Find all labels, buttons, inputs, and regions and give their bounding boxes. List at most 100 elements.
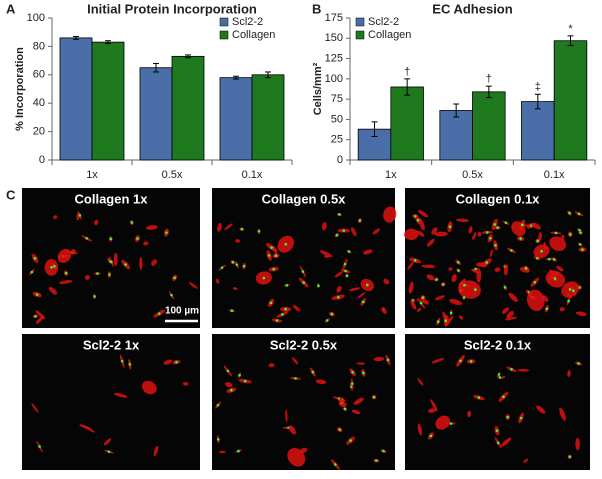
y-tick-label: 125 xyxy=(325,52,343,64)
nucleus xyxy=(335,233,339,237)
cell xyxy=(353,397,364,405)
nucleus xyxy=(108,273,111,276)
cell xyxy=(407,261,414,270)
bar xyxy=(390,86,424,161)
cell xyxy=(188,282,198,289)
cell xyxy=(383,206,397,223)
micrograph: Scl2-2 0.5x xyxy=(212,334,395,470)
nucleus xyxy=(519,416,523,420)
nucleus xyxy=(30,270,34,274)
nucleus xyxy=(343,262,347,266)
y-axis-label: Cells/mm² xyxy=(312,62,324,115)
nucleus xyxy=(35,293,39,296)
cell xyxy=(467,410,472,418)
legend-swatch xyxy=(355,30,365,40)
nucleus xyxy=(567,299,570,303)
significance-mark: ‡ xyxy=(535,81,541,93)
y-tick-label: 100 xyxy=(27,12,45,24)
cell xyxy=(300,447,308,453)
nucleus xyxy=(165,231,168,234)
nucleus xyxy=(242,264,246,268)
cell xyxy=(357,291,366,299)
nucleus xyxy=(216,403,220,407)
cell xyxy=(556,265,564,272)
significance-mark: † xyxy=(486,73,492,85)
nucleus xyxy=(372,395,376,399)
cell xyxy=(489,249,493,258)
nucleus xyxy=(577,362,580,365)
nucleus xyxy=(110,260,113,264)
cell xyxy=(404,228,419,241)
legend-label: Collagen xyxy=(368,29,411,41)
nucleus xyxy=(349,439,352,442)
cell xyxy=(430,399,438,412)
cell xyxy=(356,362,366,365)
legend-label: Scl2-2 xyxy=(232,16,263,28)
cell xyxy=(451,274,457,283)
nucleus xyxy=(284,307,287,311)
x-tick-label: 1x xyxy=(385,169,397,181)
cell xyxy=(477,231,482,237)
nucleus xyxy=(342,229,346,232)
nucleus xyxy=(421,296,425,299)
cell xyxy=(79,424,91,430)
nucleus xyxy=(493,223,497,226)
bar xyxy=(439,110,473,161)
cell xyxy=(48,286,58,295)
cell xyxy=(449,299,463,305)
cell xyxy=(94,219,99,226)
micrograph-background xyxy=(22,188,200,328)
nucleus xyxy=(578,243,582,246)
error-bar xyxy=(404,78,411,96)
error-bar xyxy=(567,35,574,47)
nucleus xyxy=(519,237,522,240)
significance-mark: * xyxy=(568,23,573,35)
y-tick-label: 60 xyxy=(33,69,45,81)
nucleus xyxy=(469,360,473,363)
nucleus xyxy=(53,265,56,268)
cell xyxy=(434,231,448,237)
significance-mark: † xyxy=(404,66,410,78)
nucleus xyxy=(334,463,337,466)
cell xyxy=(217,222,222,232)
cell xyxy=(526,289,545,311)
nucleus xyxy=(533,280,537,284)
nucleus xyxy=(226,369,230,373)
nucleus xyxy=(441,283,445,286)
cell xyxy=(114,392,128,398)
nucleus xyxy=(240,227,244,231)
cell xyxy=(502,307,510,314)
cell xyxy=(428,408,436,413)
cell xyxy=(350,227,357,237)
nucleus xyxy=(462,296,466,299)
micrograph-label: Scl2-2 0.1x xyxy=(464,337,532,352)
nucleus xyxy=(93,295,96,298)
y-tick-label: 40 xyxy=(33,97,45,109)
nucleus xyxy=(510,249,513,252)
cell xyxy=(459,315,464,320)
y-tick-label: 25 xyxy=(331,134,343,146)
nucleus xyxy=(474,288,477,291)
nucleus xyxy=(262,276,266,280)
nucleus xyxy=(504,221,508,225)
error-bar xyxy=(265,71,271,79)
nucleus xyxy=(124,263,127,266)
cell xyxy=(151,259,158,266)
nucleus xyxy=(358,219,362,222)
nucleus xyxy=(581,248,584,251)
nucleus xyxy=(435,278,438,281)
bar xyxy=(521,101,555,161)
y-tick-label: 100 xyxy=(325,73,343,85)
cell xyxy=(501,376,506,379)
micrograph-label: Collagen 0.5x xyxy=(262,191,347,206)
cell xyxy=(559,407,566,421)
cell xyxy=(285,409,288,423)
cell xyxy=(543,241,547,251)
nucleus xyxy=(486,231,489,234)
cell xyxy=(382,308,387,314)
cell xyxy=(549,236,567,252)
bar xyxy=(219,77,253,161)
micrograph-label: Collagen 0.1x xyxy=(456,191,541,206)
cell xyxy=(293,305,301,312)
micrograph-label: Collagen 1x xyxy=(75,191,149,206)
